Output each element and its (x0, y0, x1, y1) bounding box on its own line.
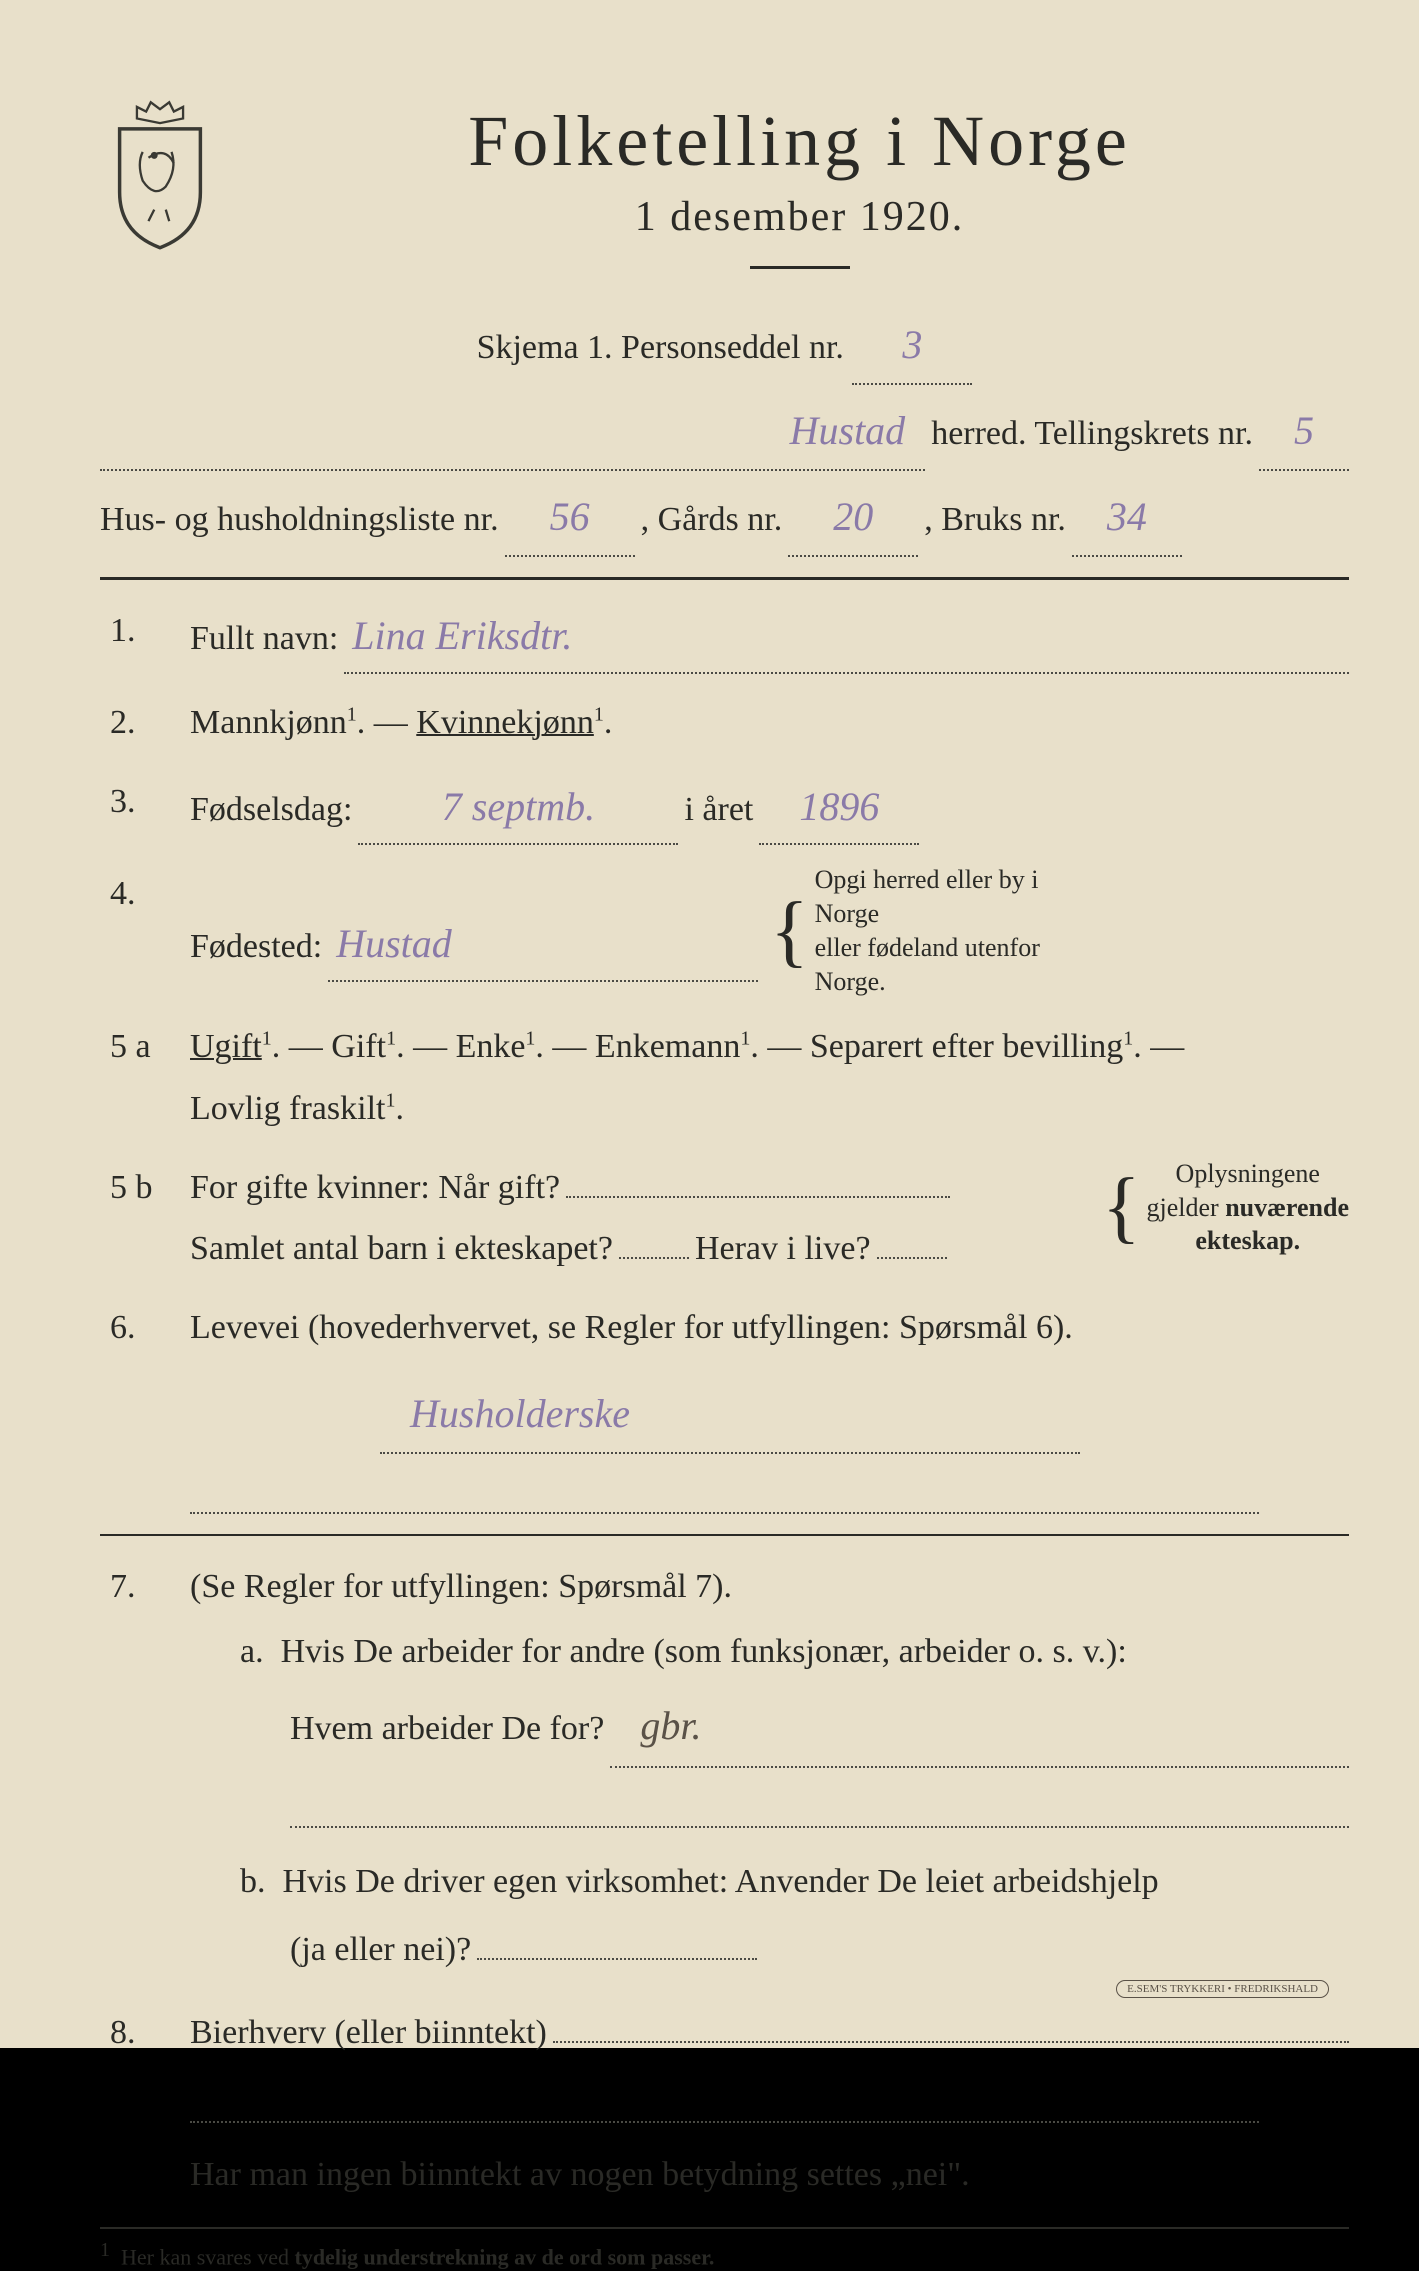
herred-value: Hustad (100, 393, 925, 471)
q3: 3. Fødselsdag: 7 septmb. i året 1896 (100, 771, 1349, 845)
main-title: Folketelling i Norge (250, 100, 1349, 183)
q1: 1. Fullt navn: Lina Eriksdtr. (100, 600, 1349, 674)
gard-label: , Gårds nr. (641, 488, 783, 553)
q5b: 5 b { Oplysningene gjelder nuværende ekt… (100, 1157, 1349, 1279)
q6-blank-line (190, 1474, 1259, 1514)
closing-note: Har man ingen biinntekt av nogen betydni… (190, 2143, 1349, 2208)
schema-line: Skjema 1. Personseddel nr. 3 (100, 307, 1349, 385)
herred-line: Hustad herred. Tellingskrets nr. 5 (100, 393, 1349, 471)
list-prefix: Hus- og husholdningsliste nr. (100, 488, 499, 553)
q7a-blank (290, 1788, 1349, 1828)
q7a-text2: Hvem arbeider De for? (290, 1695, 604, 1763)
q5b-line2b: Herav i live? (695, 1218, 871, 1279)
q7-num: 7. (100, 1556, 190, 1983)
list-line: Hus- og husholdningsliste nr. 56 , Gårds… (100, 479, 1349, 557)
title-rule (750, 266, 850, 269)
q5a-separert: Separert efter bevilling (810, 1028, 1123, 1065)
q6-num: 6. (100, 1297, 190, 1358)
q6-value: Husholderske (380, 1376, 1080, 1454)
q4-value: Hustad (328, 908, 758, 982)
q8: 8. Bierhverv (eller biinntekt) (100, 2002, 1349, 2063)
footnote: 1 Her kan svares ved tydelig understrekn… (100, 2239, 1349, 2270)
q8-blank-line (190, 2083, 1259, 2123)
divider-1 (100, 577, 1349, 580)
q6: 6. Levevei (hovederhvervet, se Regler fo… (100, 1297, 1349, 1358)
q5a-gift: Gift (331, 1028, 386, 1065)
q5b-line1: For gifte kvinner: Når gift? (190, 1157, 560, 1218)
header: Folketelling i Norge 1 desember 1920. (100, 100, 1349, 299)
q5b-note3: ekteskap. (1195, 1226, 1300, 1255)
footnote-a: Her kan svares ved (121, 2245, 295, 2270)
q5b-barn-value (619, 1257, 689, 1259)
footnote-b: tydelig understrekning av de ord som pas… (295, 2245, 715, 2270)
q1-num: 1. (100, 600, 190, 674)
q4-label: Fødested: (190, 916, 322, 977)
q3-day: 7 septmb. (358, 771, 678, 845)
q5a-num: 5 a (100, 1016, 190, 1138)
q7b: b. Hvis De driver egen virksomhet: Anven… (240, 1848, 1349, 1984)
list-nr: 56 (505, 479, 635, 557)
q4-note: { Opgi herred eller by i Norge eller fød… (764, 863, 1074, 998)
census-form-page: Folketelling i Norge 1 desember 1920. Sk… (0, 0, 1419, 2048)
q3-year: 1896 (759, 771, 919, 845)
q6-label: Levevei (hovederhvervet, se Regler for u… (190, 1309, 1073, 1346)
q5a: 5 a Ugift1. — Gift1. — Enke1. — Enkemann… (100, 1016, 1349, 1138)
q3-label: Fødselsdag: (190, 779, 352, 840)
title-block: Folketelling i Norge 1 desember 1920. (250, 100, 1349, 299)
krets-nr: 5 (1259, 393, 1349, 471)
q4-note-a: Opgi herred eller by i Norge (815, 865, 1039, 928)
q5a-enke: Enke (456, 1028, 526, 1065)
date-subtitle: 1 desember 1920. (250, 193, 1349, 241)
bruk-nr: 34 (1072, 479, 1182, 557)
q7a-text1: Hvis De arbeider for andre (som funksjon… (281, 1633, 1127, 1670)
q8-value (553, 2041, 1349, 2043)
q7b-value (477, 1958, 757, 1960)
gard-nr: 20 (788, 479, 918, 557)
divider-2 (100, 1534, 1349, 1536)
q5b-gift-value (566, 1196, 950, 1198)
q7a: a. Hvis De arbeider for andre (som funks… (240, 1618, 1349, 1828)
coat-of-arms-icon (100, 100, 220, 250)
schema-label: Skjema 1. Personseddel nr. (477, 329, 844, 366)
q5b-live-value (877, 1257, 947, 1259)
bruk-label: , Bruks nr. (924, 488, 1066, 553)
person-nr-value: 3 (852, 307, 972, 385)
q2-num: 2. (100, 692, 190, 753)
q4: 4. Fødested: Hustad { Opgi herred eller … (100, 863, 1349, 998)
q8-label: Bierhverv (eller biinntekt) (190, 2002, 547, 2063)
q5a-fraskilt: Lovlig fraskilt (190, 1090, 385, 1127)
q5b-note2: gjelder nuværende (1147, 1193, 1349, 1222)
q3-num: 3. (100, 771, 190, 845)
q2-male: Mannkjønn (190, 704, 347, 741)
q7b-text2: (ja eller nei)? (290, 1916, 471, 1984)
q4-num: 4. (100, 863, 190, 998)
q7b-text1: Hvis De driver egen virksomhet: Anvender… (283, 1863, 1159, 1900)
footnote-rule (100, 2227, 1349, 2229)
q5b-num: 5 b (100, 1157, 190, 1279)
q5b-note1: Oplysningene (1176, 1159, 1320, 1188)
q8-num: 8. (100, 2002, 190, 2063)
q7-label: (Se Regler for utfyllingen: Spørsmål 7). (190, 1556, 1349, 1617)
q1-value: Lina Eriksdtr. (344, 600, 1349, 674)
q1-label: Fullt navn: (190, 608, 338, 669)
q5b-line2a: Samlet antal barn i ekteskapet? (190, 1218, 613, 1279)
q5a-enkemann: Enkemann (595, 1028, 740, 1065)
printer-mark: E.SEM'S TRYKKERI • FREDRIKSHALD (1116, 1980, 1329, 1998)
q7a-value: gbr. (610, 1686, 1349, 1768)
herred-label: herred. Tellingskrets nr. (931, 402, 1253, 467)
q3-mid: i året (684, 779, 753, 840)
q4-note-b: eller fødeland utenfor Norge. (815, 933, 1040, 996)
q5a-ugift: Ugift (190, 1028, 262, 1065)
q7: 7. (Se Regler for utfyllingen: Spørsmål … (100, 1556, 1349, 1983)
q2-female: Kvinnekjønn (416, 704, 594, 741)
q2: 2. Mannkjønn1. — Kvinnekjønn1. (100, 692, 1349, 753)
footnote-num: 1 (100, 2239, 110, 2261)
